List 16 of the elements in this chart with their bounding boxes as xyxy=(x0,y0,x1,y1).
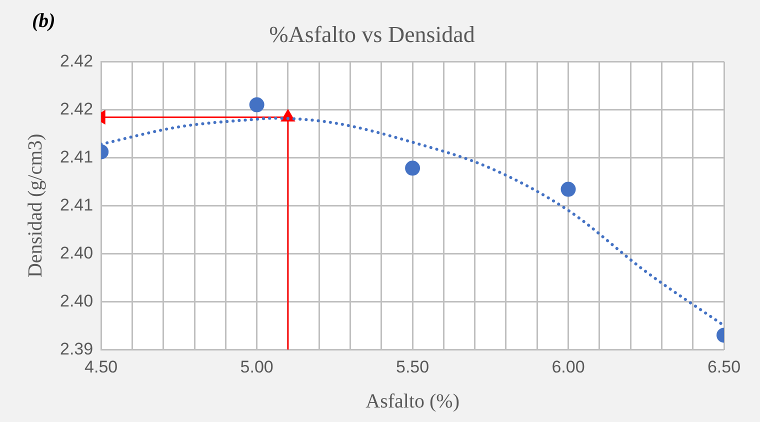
y-tick-label: 2.41 xyxy=(60,147,94,166)
y-tick-label: 2.39 xyxy=(60,339,94,358)
y-tick-label: 2.40 xyxy=(60,243,94,262)
x-tick-label: 4.50 xyxy=(84,357,118,376)
x-tick-label: 5.50 xyxy=(396,357,430,376)
y-tick-label: 2.40 xyxy=(60,291,94,310)
x-tick-label: 6.00 xyxy=(552,357,585,376)
y-axis-title: Densidad (g/cm3) xyxy=(24,134,46,278)
y-tick-label: 2.41 xyxy=(60,195,94,214)
text: (b) xyxy=(32,10,56,32)
chart-title: %Asfalto vs Densidad xyxy=(269,22,476,47)
x-axis-title: Asfalto (%) xyxy=(366,390,460,412)
x-tick-label: 5.00 xyxy=(240,357,274,376)
y-tick-label: 2.42 xyxy=(60,99,94,118)
y-tick-label: 2.42 xyxy=(60,51,94,70)
x-tick-label: 6.50 xyxy=(707,357,741,376)
